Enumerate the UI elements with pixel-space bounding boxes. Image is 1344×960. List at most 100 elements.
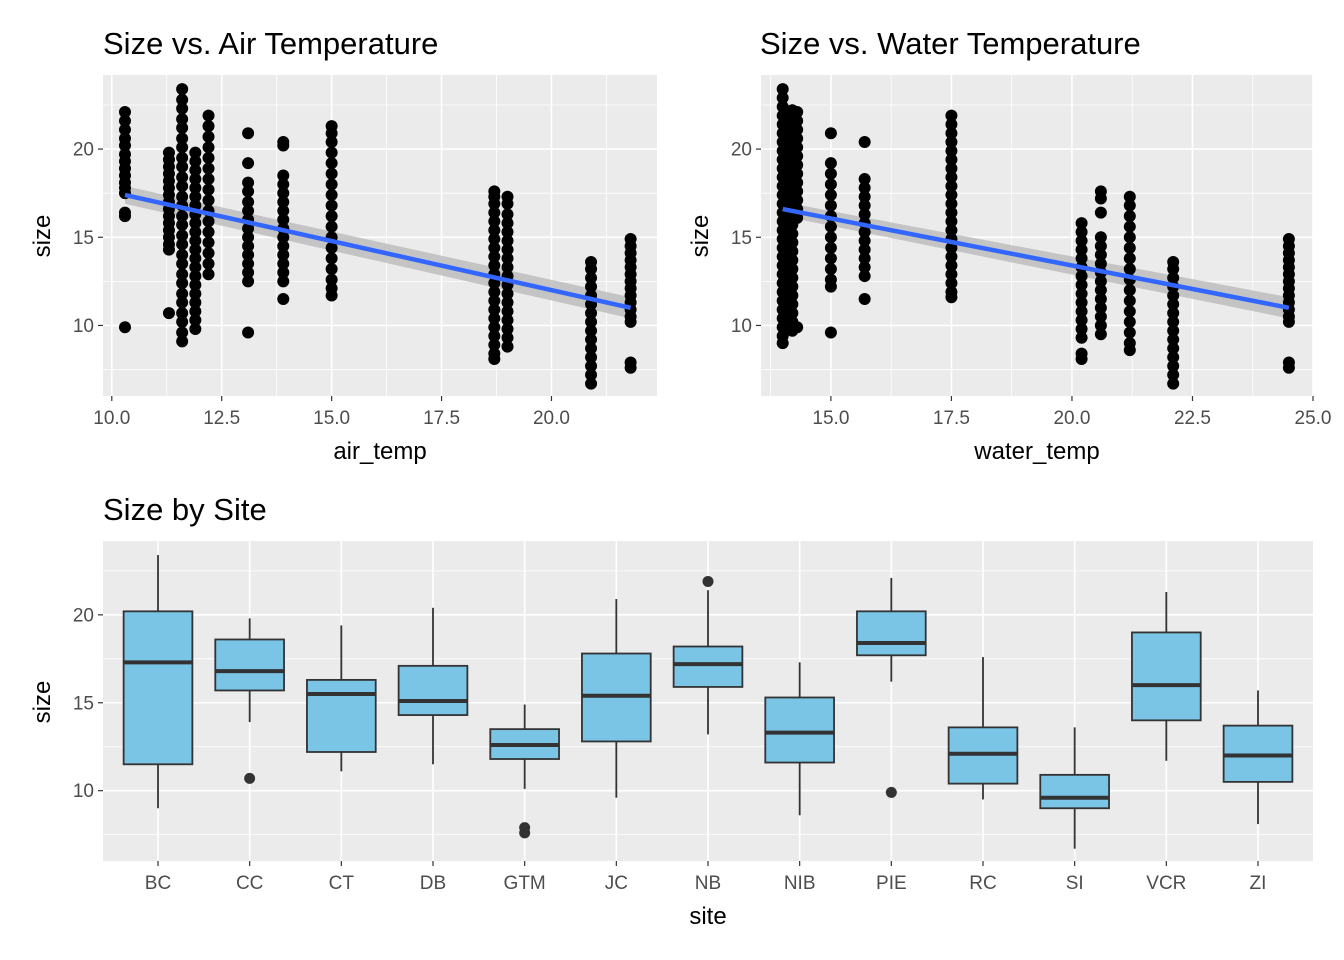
- y-axis-label-site: size: [29, 681, 56, 724]
- data-point: [786, 245, 799, 258]
- data-point: [501, 340, 514, 353]
- data-point: [1167, 324, 1180, 337]
- data-point: [858, 208, 871, 221]
- data-point: [277, 231, 290, 244]
- box-GTM: [489, 704, 560, 839]
- data-point: [242, 195, 255, 208]
- data-point: [488, 241, 501, 254]
- data-point: [776, 171, 789, 184]
- data-point: [1123, 294, 1136, 307]
- iqr-box: [1039, 773, 1110, 810]
- data-point: [1094, 192, 1107, 205]
- data-point: [1167, 263, 1180, 276]
- y-tick-label: 20: [731, 140, 752, 161]
- y-tick-label: 10: [731, 316, 752, 337]
- data-point: [776, 250, 789, 263]
- data-point: [176, 190, 189, 203]
- chart-title-site: Size by Site: [103, 492, 267, 527]
- data-point: [585, 342, 598, 355]
- data-point: [488, 321, 501, 334]
- data-point: [488, 259, 501, 272]
- grid-water-temp: [761, 75, 1314, 396]
- data-point: [824, 252, 837, 265]
- data-point: [786, 289, 799, 302]
- data-point: [776, 312, 789, 325]
- outlier-point: [244, 772, 256, 784]
- boxes-site: [122, 555, 1294, 849]
- x-tick-label-JC: JC: [605, 873, 628, 894]
- box-PIE: [856, 577, 927, 798]
- data-point: [1075, 278, 1088, 291]
- data-point: [1167, 360, 1180, 373]
- data-point: [325, 178, 338, 191]
- data-point: [176, 83, 189, 96]
- data-point: [776, 83, 789, 96]
- data-point: [858, 225, 871, 238]
- x-axis-ticks-air-temp: 10.0 12.5 15.0 17.5 20.0: [93, 396, 570, 429]
- data-point: [1123, 315, 1136, 328]
- data-point: [791, 167, 804, 180]
- data-point: [501, 314, 514, 327]
- data-point: [176, 210, 189, 223]
- data-point: [189, 225, 202, 238]
- data-point: [1075, 305, 1088, 318]
- data-point: [786, 236, 799, 249]
- data-point: [488, 330, 501, 343]
- data-point: [325, 210, 338, 223]
- data-point: [945, 268, 958, 281]
- data-point: [277, 195, 290, 208]
- data-point: [277, 266, 290, 279]
- data-point: [776, 224, 789, 237]
- data-point: [118, 106, 131, 119]
- x-tick-label-GTM: GTM: [504, 873, 546, 894]
- data-point: [1282, 315, 1295, 328]
- data-point: [1075, 270, 1088, 283]
- regression-line-water-temp: [782, 206, 1290, 311]
- x-tick-label-DB: DB: [420, 873, 446, 894]
- data-point: [202, 236, 215, 249]
- data-point: [325, 127, 338, 140]
- data-point: [776, 144, 789, 157]
- data-point: [189, 322, 202, 335]
- data-point: [277, 187, 290, 200]
- data-point: [202, 120, 215, 133]
- data-point: [501, 252, 514, 265]
- data-point: [1075, 225, 1088, 238]
- data-point: [776, 118, 789, 131]
- data-point: [242, 248, 255, 261]
- data-point: [945, 250, 958, 263]
- data-point: [776, 91, 789, 104]
- data-point: [1167, 315, 1180, 328]
- data-point: [176, 218, 189, 231]
- data-point: [824, 178, 837, 191]
- data-point: [1075, 287, 1088, 300]
- data-point: [945, 180, 958, 193]
- data-point: [1167, 333, 1180, 346]
- data-point: [786, 307, 799, 320]
- iqr-box: [672, 645, 744, 688]
- data-point: [791, 176, 804, 189]
- data-point: [488, 338, 501, 351]
- air-temp-scatter-panel: Size vs. Air Temperature 10.0 12.5 15.0 17.…: [29, 26, 657, 465]
- data-point: [242, 127, 255, 140]
- data-point: [791, 211, 804, 224]
- box-BC: [122, 555, 194, 809]
- data-point: [488, 352, 501, 365]
- data-point: [242, 231, 255, 244]
- data-point: [945, 241, 958, 254]
- data-point: [1167, 271, 1180, 284]
- data-point: [786, 298, 799, 311]
- data-point: [325, 188, 338, 201]
- x-tick-label-CC: CC: [236, 873, 263, 894]
- plot-area-water-temp: [761, 75, 1313, 396]
- data-point: [1094, 292, 1107, 305]
- data-point: [776, 337, 789, 350]
- data-point: [824, 280, 837, 293]
- x-tick-label: 15.0: [313, 408, 350, 429]
- x-axis-ticks-site: BC CC CT DB GTM JC NB NIB PIE RC SI VCR ZI: [145, 861, 1266, 894]
- data-point: [945, 153, 958, 166]
- data-point: [202, 215, 215, 228]
- data-point: [501, 305, 514, 318]
- data-point: [1094, 275, 1107, 288]
- data-point: [824, 241, 837, 254]
